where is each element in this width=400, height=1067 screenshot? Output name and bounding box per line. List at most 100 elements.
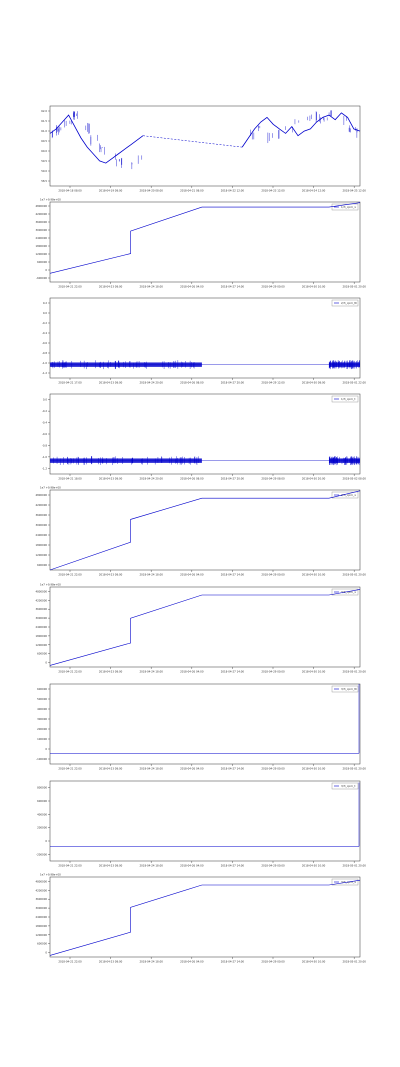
y-tick-label: 800000 <box>37 786 47 790</box>
y-tick-label: -0.4 <box>42 331 47 335</box>
series-line <box>49 490 361 571</box>
x-tick-label: 2018-04-21 08:00 <box>180 189 204 193</box>
y-tick-label: -1.0 <box>42 455 47 459</box>
y-tick-label: 4200000 <box>35 503 47 507</box>
legend-box <box>331 878 359 886</box>
x-tick-label: 2018-04-21 22:00 <box>58 573 82 577</box>
y-tick-label: -0.8 <box>42 443 47 447</box>
y-tick-label: -200000 <box>36 852 47 856</box>
x-tick-label: 2018-05-02 08:00 <box>343 477 367 481</box>
x-tick-label: 2018-04-26 04:00 <box>180 767 204 771</box>
y-tick-label: 200000 <box>37 826 47 830</box>
y-tick-label: 0.2 <box>43 301 47 305</box>
y-tick-label: -0.2 <box>42 409 47 413</box>
x-tick-label: 2018-04-29 00:00 <box>261 285 285 289</box>
y-tick-label: 100000 <box>37 737 47 741</box>
y-tick-label: -0.2 <box>42 321 47 325</box>
y-tick-label: 3600000 <box>35 513 47 517</box>
y-tick-label: 4800000 <box>35 589 47 593</box>
x-tick-label: 2018-04-21 22:00 <box>58 670 82 674</box>
y-tick-label: 1200000 <box>35 553 47 557</box>
plot-frame <box>49 489 361 571</box>
x-tick-label: 2018-04-23 08:00 <box>99 864 123 868</box>
plot-frame <box>49 683 361 765</box>
plot-frame <box>49 780 361 862</box>
x-tick-label: 2018-04-26 04:00 <box>180 864 204 868</box>
panel-4: 0.0 -0.2 -0.4 -0.6 -0.8 -1.0 -1.2 2018-04-21 18… <box>42 393 367 481</box>
x-tick-label: 2018-05-01 20:00 <box>343 864 367 868</box>
x-tick-label: 2018-04-29 08:00 <box>261 477 285 481</box>
x-tick-label: 2018-04-22 12:00 <box>221 189 245 193</box>
x-tick-label: 2018-04-27 14:00 <box>221 285 245 289</box>
y-tick-label: 600000 <box>37 687 47 691</box>
x-tick-label: 2018-05-01 20:00 <box>343 285 367 289</box>
y-tick-label: 4800000 <box>35 879 47 883</box>
x-tick-label: 2018-04-30 10:00 <box>302 864 326 868</box>
panel-6: 4800000 4200000 3600000 3000000 2400000 18000… <box>35 583 366 674</box>
x-tick-label: 2018-04-21 22:00 <box>58 864 82 868</box>
x-tick-label: 2018-04-24 18:00 <box>140 960 164 964</box>
x-tick-label: 2018-04-23 08:00 <box>99 285 123 289</box>
y-tick-label: 2400000 <box>35 236 47 240</box>
y-tick-label: -1.2 <box>42 466 47 470</box>
plot-frame <box>49 105 361 187</box>
legend-label: 3/3_cpm_t <box>341 784 356 788</box>
x-tick-label: 2018-05-01 20:00 <box>343 960 367 964</box>
x-tick-label: 2018-04-26 04:00 <box>180 285 204 289</box>
x-tick-label: 2018-04-29 00:00 <box>261 767 285 771</box>
x-tick-label: 2018-04-24 18:00 <box>140 864 164 868</box>
x-tick-label: 2018-05-01 22:00 <box>343 381 367 385</box>
series-line <box>49 879 361 956</box>
y-tick-label: 600000 <box>37 799 47 803</box>
x-tick-label: 2018-04-30 10:00 <box>302 285 326 289</box>
x-tick-label: 2018-04-25 12:00 <box>343 189 367 193</box>
x-tick-label: 2018-04-24 20:00 <box>140 477 164 481</box>
y-tick-label: 4800000 <box>35 204 47 208</box>
plot-frame <box>49 297 361 379</box>
y-tick-label: 600000 <box>37 652 47 656</box>
y-tick-label: 0 <box>45 661 47 665</box>
y-tick-label: 600000 <box>37 260 47 264</box>
legend-label: 1/3_cpm_t <box>341 397 356 401</box>
y-tick-label: -0.6 <box>42 341 47 345</box>
y-tick-label: 62.0 <box>41 109 47 113</box>
x-tick-label: 2018-04-21 22:00 <box>58 285 82 289</box>
y-tick-label: 59.0 <box>41 169 47 173</box>
legend-label: 2/3_cpm_th <box>341 301 357 305</box>
legend-label: 1/3_cpm_x <box>341 205 356 209</box>
x-tick-label: 2018-04-21 22:00 <box>58 960 82 964</box>
x-tick-label: 2018-04-30 10:00 <box>302 960 326 964</box>
y-tick-label: 2400000 <box>35 915 47 919</box>
x-tick-label: 2018-04-24 18:00 <box>140 767 164 771</box>
x-tick-label: 2018-04-23 12:00 <box>261 189 285 193</box>
legend-box <box>331 299 359 307</box>
y-tick-label: 600000 <box>37 563 47 567</box>
x-tick-label: 2018-04-27 20:00 <box>221 381 245 385</box>
offset-label: 1e7 +9.98e+00 <box>40 873 61 877</box>
x-tick-label: 2018-04-26 08:00 <box>180 381 204 385</box>
x-tick-label: 2018-04-27 14:00 <box>221 767 245 771</box>
x-tick-label: 2018-04-26 08:00 <box>180 477 204 481</box>
panel-9: 4800000 4200000 3600000 3000000 2400000 18000… <box>35 873 366 964</box>
series-line <box>49 114 144 164</box>
x-tick-label: 2018-04-24 12:00 <box>302 189 326 193</box>
x-tick-label: 2018-04-30 10:00 <box>302 573 326 577</box>
y-tick-label: -1.0 <box>42 361 47 365</box>
gap-connector <box>142 135 243 148</box>
y-tick-label: -1.2 <box>42 371 47 375</box>
x-tick-label: 2018-05-01 20:00 <box>343 573 367 577</box>
panel-7: 600000 500000 400000 300000 200000 100000 0 -10… <box>36 683 366 771</box>
y-tick-label: -0.6 <box>42 432 47 436</box>
x-tick-label: 2018-04-27 20:00 <box>221 477 245 481</box>
panel-1: 62.0 61.5 61.0 60.5 60.0 59.5 59.0 58.5 2018-04-… <box>41 105 367 193</box>
y-tick-label: 0 <box>45 747 47 751</box>
y-tick-label: 3000000 <box>35 523 47 527</box>
y-tick-label: 0 <box>45 839 47 843</box>
y-tick-label: 600000 <box>37 942 47 946</box>
y-tick-label: 1200000 <box>35 252 47 256</box>
plot-frame <box>49 876 361 958</box>
x-tick-label: 2018-04-24 18:00 <box>140 285 164 289</box>
x-tick-label: 2018-04-27 14:00 <box>221 670 245 674</box>
x-tick-label: 2018-04-29 00:00 <box>261 670 285 674</box>
